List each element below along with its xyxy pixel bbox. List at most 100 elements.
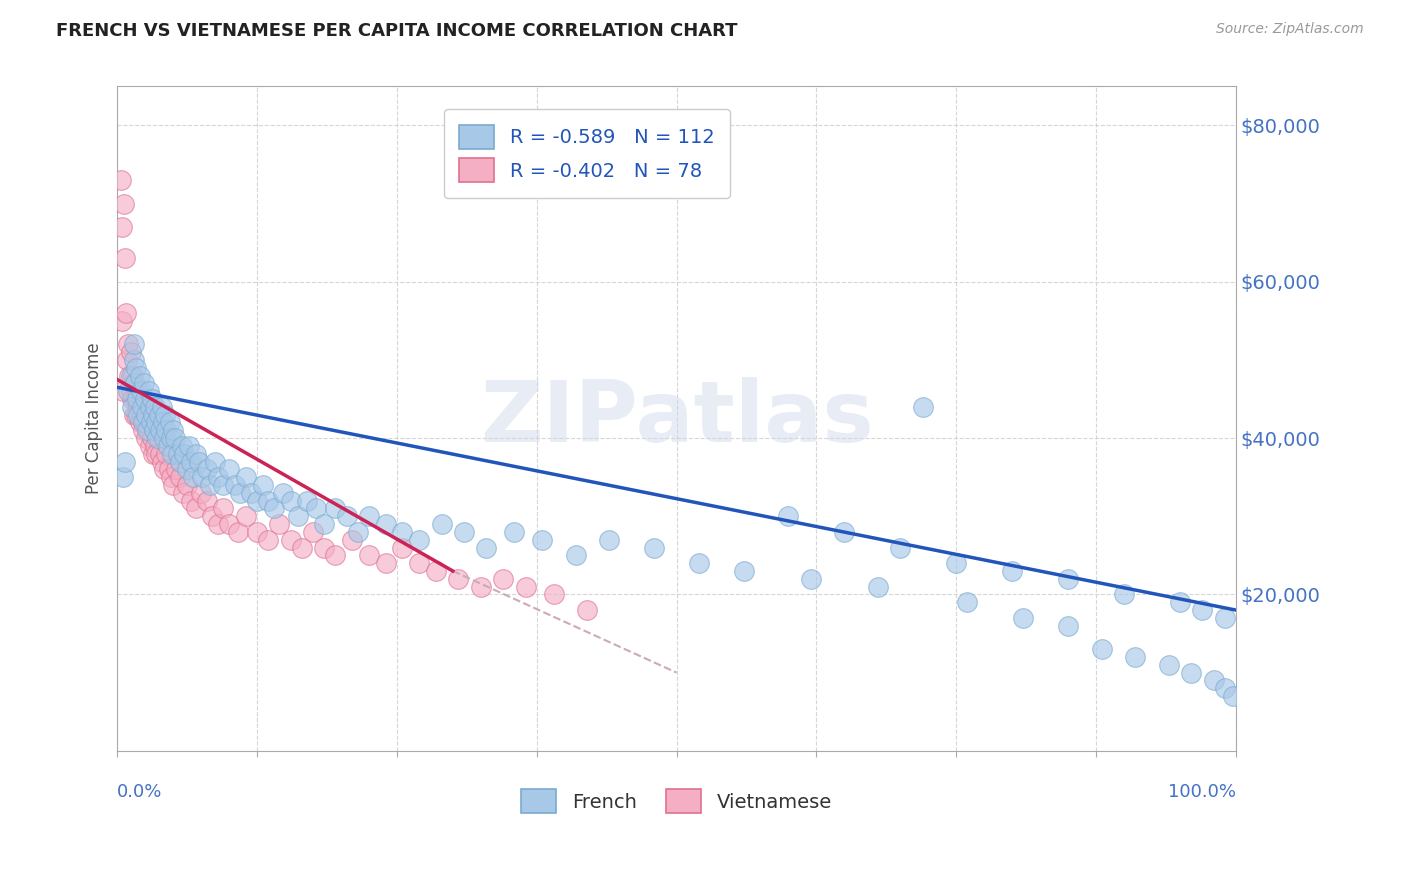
- Point: [117, 353, 139, 368]
- Point: [224, 478, 246, 492]
- Point: [166, 447, 188, 461]
- Point: [124, 376, 146, 391]
- Point: [149, 447, 172, 461]
- Point: [114, 454, 136, 468]
- Point: [391, 541, 413, 555]
- Point: [302, 524, 325, 539]
- Point: [198, 478, 221, 492]
- Point: [132, 376, 155, 391]
- Point: [226, 524, 249, 539]
- Point: [132, 400, 155, 414]
- Point: [125, 408, 148, 422]
- Point: [314, 517, 336, 532]
- Text: Source: ZipAtlas.com: Source: ZipAtlas.com: [1216, 22, 1364, 37]
- Point: [173, 447, 195, 461]
- Point: [1180, 665, 1202, 680]
- Point: [160, 470, 183, 484]
- Point: [111, 314, 134, 328]
- Point: [132, 423, 155, 437]
- Point: [111, 384, 134, 399]
- Point: [229, 485, 252, 500]
- Point: [325, 549, 347, 563]
- Point: [190, 485, 212, 500]
- Point: [155, 408, 177, 422]
- Point: [335, 509, 357, 524]
- Point: [131, 408, 153, 422]
- Point: [1202, 673, 1225, 688]
- Point: [346, 524, 368, 539]
- Y-axis label: Per Capita Income: Per Capita Income: [86, 343, 103, 494]
- Point: [643, 541, 665, 555]
- Point: [142, 447, 165, 461]
- Point: [1123, 650, 1146, 665]
- Point: [576, 603, 599, 617]
- Point: [138, 384, 160, 399]
- Text: 0.0%: 0.0%: [117, 783, 163, 801]
- Point: [129, 392, 152, 406]
- Point: [447, 572, 470, 586]
- Point: [148, 408, 170, 422]
- Point: [218, 517, 240, 532]
- Point: [159, 416, 181, 430]
- Point: [176, 462, 198, 476]
- Point: [598, 533, 620, 547]
- Point: [141, 431, 163, 445]
- Point: [121, 368, 143, 383]
- Point: [122, 408, 145, 422]
- Point: [148, 431, 170, 445]
- Point: [305, 501, 328, 516]
- Point: [1168, 595, 1191, 609]
- Point: [287, 509, 309, 524]
- Point: [187, 454, 209, 468]
- Point: [160, 431, 183, 445]
- Point: [246, 493, 269, 508]
- Point: [235, 509, 257, 524]
- Point: [956, 595, 979, 609]
- Point: [145, 447, 167, 461]
- Point: [111, 220, 134, 235]
- Point: [1213, 611, 1236, 625]
- Point: [340, 533, 363, 547]
- Point: [184, 501, 207, 516]
- Point: [204, 454, 226, 468]
- Point: [1191, 603, 1213, 617]
- Point: [124, 392, 146, 406]
- Point: [235, 470, 257, 484]
- Point: [155, 423, 177, 437]
- Text: FRENCH VS VIETNAMESE PER CAPITA INCOME CORRELATION CHART: FRENCH VS VIETNAMESE PER CAPITA INCOME C…: [56, 22, 738, 40]
- Point: [150, 400, 173, 414]
- Point: [166, 462, 188, 476]
- Point: [1012, 611, 1035, 625]
- Point: [314, 541, 336, 555]
- Point: [257, 533, 280, 547]
- Point: [172, 439, 194, 453]
- Point: [143, 423, 166, 437]
- Point: [1157, 657, 1180, 672]
- Point: [135, 431, 157, 445]
- Point: [138, 439, 160, 453]
- Point: [271, 485, 294, 500]
- Point: [425, 564, 447, 578]
- Point: [145, 416, 167, 430]
- Point: [120, 384, 142, 399]
- Point: [257, 493, 280, 508]
- Point: [135, 408, 157, 422]
- Point: [218, 462, 240, 476]
- Point: [531, 533, 554, 547]
- Point: [153, 431, 176, 445]
- Point: [142, 408, 165, 422]
- Point: [169, 454, 191, 468]
- Point: [114, 252, 136, 266]
- Point: [207, 470, 229, 484]
- Point: [408, 533, 430, 547]
- Point: [1213, 681, 1236, 696]
- Point: [134, 416, 156, 430]
- Point: [180, 454, 202, 468]
- Point: [1057, 618, 1080, 632]
- Point: [181, 470, 204, 484]
- Point: [156, 439, 179, 453]
- Point: [121, 392, 143, 406]
- Point: [121, 400, 143, 414]
- Point: [139, 416, 162, 430]
- Point: [191, 470, 214, 484]
